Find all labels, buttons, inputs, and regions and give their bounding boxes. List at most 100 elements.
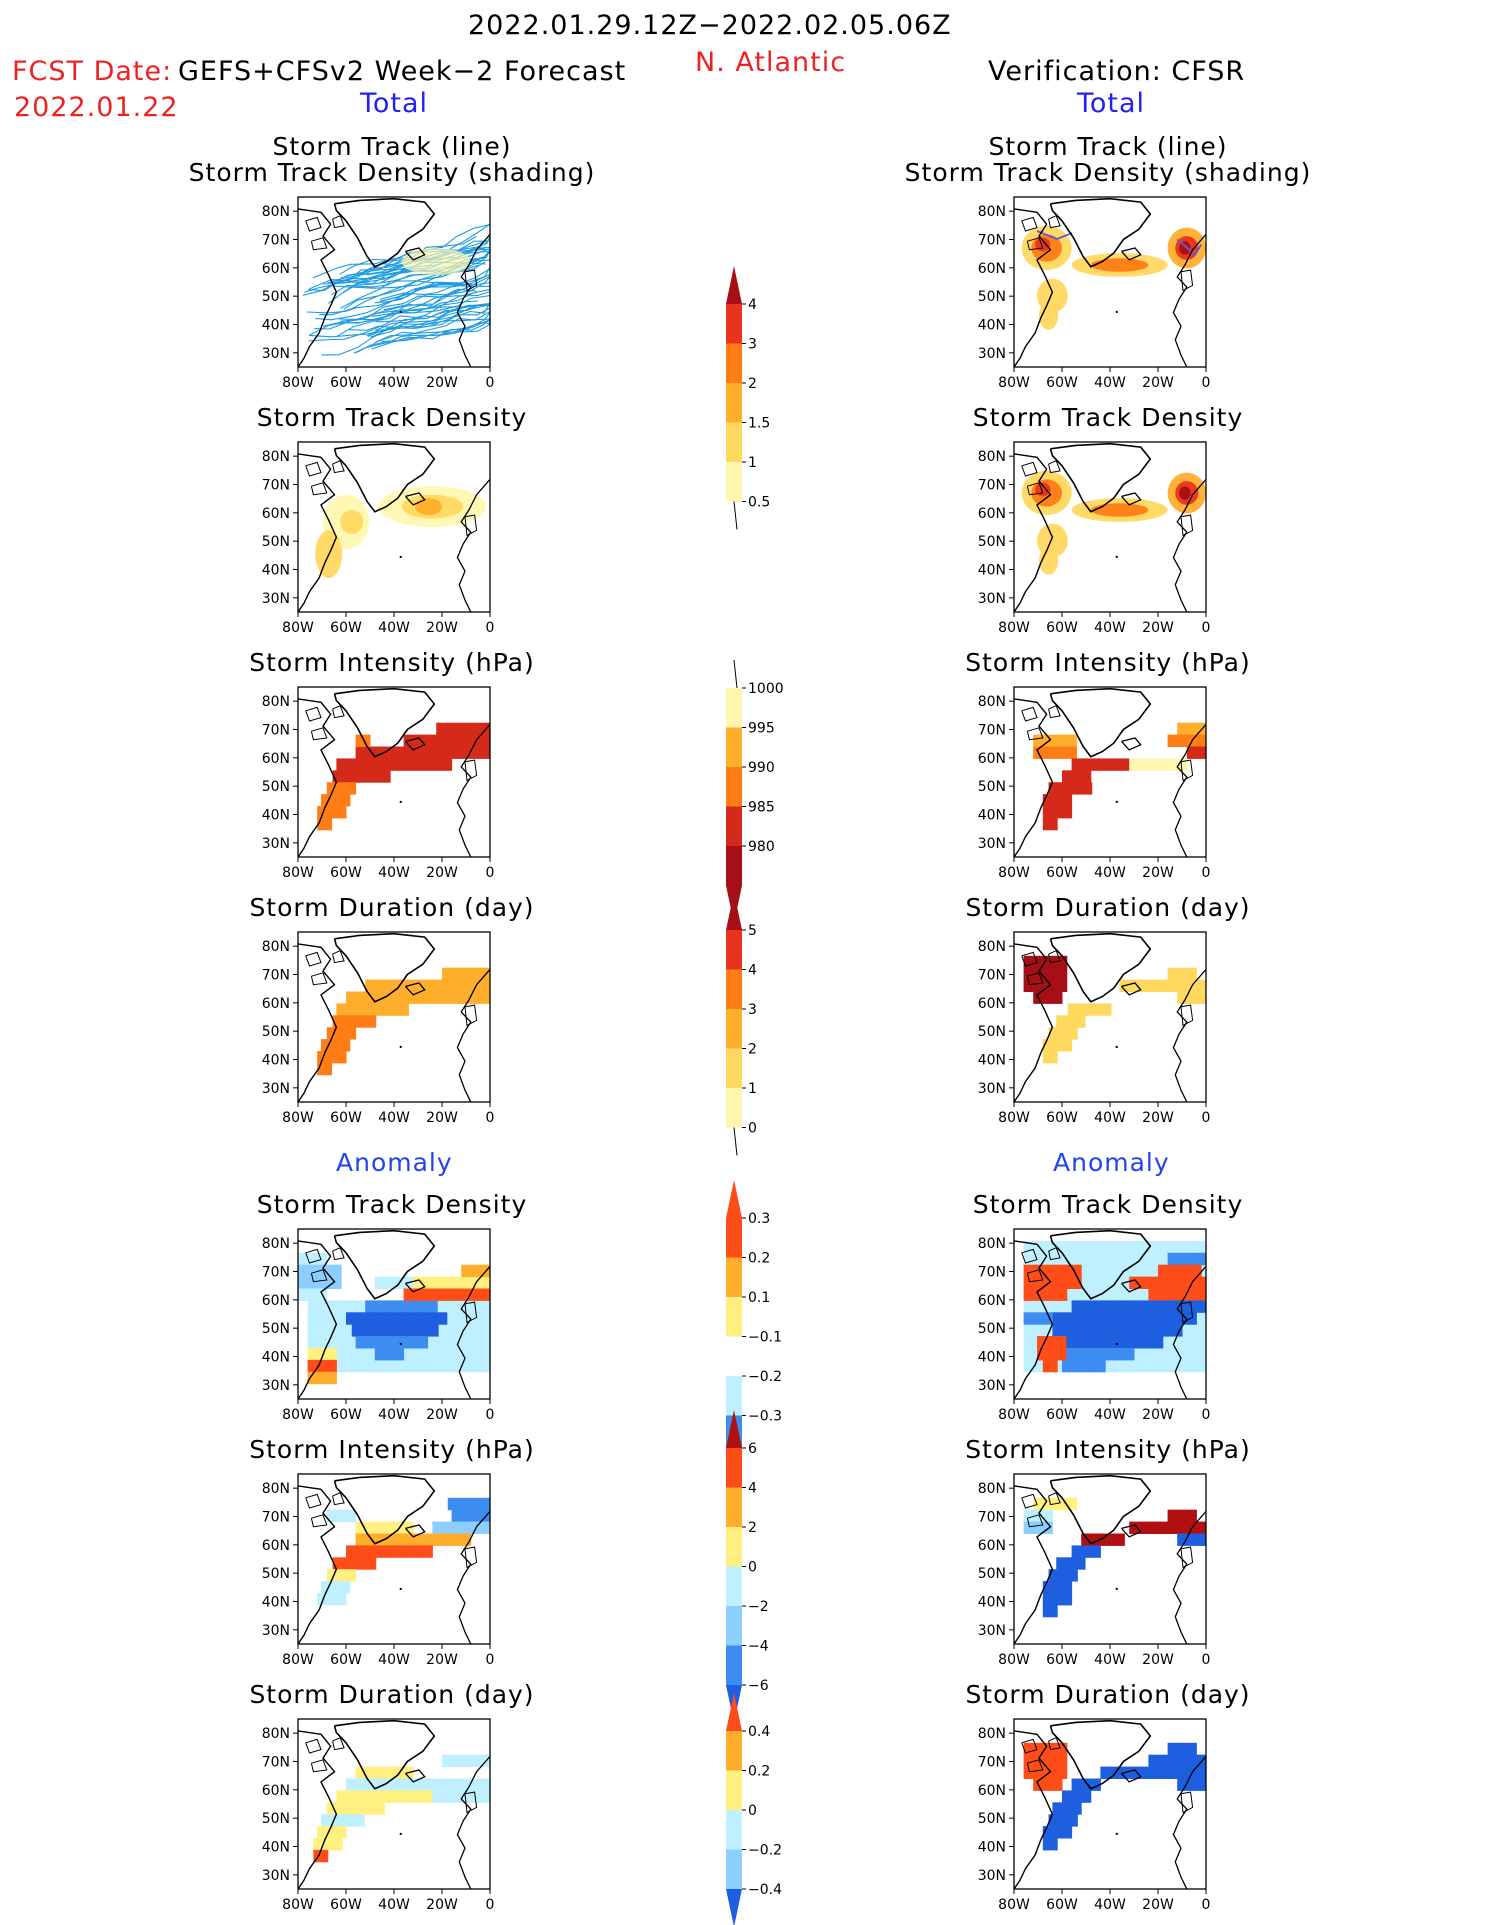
grid-cell <box>1191 1778 1206 1791</box>
colorbar-label: −0.2 <box>748 1369 782 1385</box>
grid-cell <box>1095 1324 1111 1337</box>
europe-coast <box>1172 478 1206 612</box>
arctic-island-coast <box>1048 1737 1061 1751</box>
north-america-coast <box>1014 943 1054 1102</box>
grid-cell <box>1066 1288 1082 1301</box>
title-anom-density-left: Storm Track Density <box>256 1190 528 1219</box>
north-america-coast <box>298 453 338 612</box>
grid-cell <box>1095 1288 1111 1301</box>
grid-cell <box>403 1545 419 1558</box>
grid-cell <box>365 1003 381 1016</box>
lat-tick-label: 40N <box>262 1840 290 1856</box>
grid-cell <box>1162 979 1178 992</box>
colorbar-segment <box>726 1849 742 1889</box>
grid-cell <box>456 967 472 981</box>
grid-cell <box>1186 1521 1202 1534</box>
grid-cell <box>1066 1240 1082 1254</box>
grid-cell <box>384 1521 400 1534</box>
grid-cell <box>332 1557 348 1570</box>
lon-tick-label: 40W <box>378 1407 410 1423</box>
arctic-island-coast <box>310 972 328 986</box>
storm-track-line <box>339 272 490 309</box>
lat-tick-label: 70N <box>262 723 290 739</box>
grid-cell <box>1095 1276 1111 1289</box>
lon-tick-label: 20W <box>1142 1110 1174 1126</box>
grid-cell <box>336 1359 352 1373</box>
lon-tick-label: 40W <box>378 1652 410 1668</box>
colorbar-label: 1 <box>748 1081 757 1097</box>
lat-tick-label: 70N <box>262 1755 290 1771</box>
title-track-line-left: Storm Track (line) <box>272 132 512 161</box>
grid-cell <box>1138 1359 1154 1373</box>
grid-cell <box>1167 734 1183 747</box>
grid-cell <box>341 1802 357 1815</box>
lat-tick-label: 80N <box>978 1726 1006 1742</box>
grid-cell <box>1182 967 1197 981</box>
grid-cell <box>451 1348 467 1361</box>
grid-cell <box>1158 1276 1173 1289</box>
grid-cell <box>346 1557 362 1570</box>
grid-cell <box>475 1790 490 1803</box>
title-intensity-right: Storm Intensity (hPa) <box>965 648 1251 677</box>
grid-cell <box>1177 1778 1193 1791</box>
grid-cell <box>466 1509 481 1523</box>
grid-cell <box>365 758 381 771</box>
grid-cell <box>335 1814 351 1827</box>
grid-cell <box>437 1348 453 1361</box>
lon-tick-label: 60W <box>1046 1407 1078 1423</box>
grid-cell <box>422 1359 438 1373</box>
lat-tick-label: 60N <box>262 506 290 522</box>
grid-cell <box>335 1581 351 1594</box>
grid-cell <box>451 1509 467 1523</box>
lon-tick-label: 60W <box>1046 865 1078 881</box>
grid-cell <box>1177 1533 1193 1546</box>
grid-cell <box>1201 1276 1206 1289</box>
grid-cell <box>1052 1754 1068 1768</box>
grid-cell <box>436 722 452 736</box>
grid-cell <box>1038 1521 1053 1534</box>
grid-cell <box>1023 979 1039 992</box>
lat-tick-label: 30N <box>978 836 1006 852</box>
grid-cell <box>466 1336 481 1349</box>
arctic-island-coast <box>305 1248 322 1264</box>
arctic-island-coast <box>305 706 322 722</box>
grid-cell <box>1023 1300 1039 1313</box>
grid-cell <box>350 758 366 771</box>
grid-cell <box>451 1359 467 1373</box>
grid-cell <box>462 1497 478 1511</box>
grid-cell <box>475 1288 490 1301</box>
arctic-island-coast <box>1048 705 1061 719</box>
colorbar-segment <box>726 1009 742 1049</box>
lon-tick-label: 80W <box>282 1652 314 1668</box>
lon-tick-label: 0 <box>1202 1652 1211 1668</box>
title-anom-intensity-right: Storm Intensity (hPa) <box>965 1435 1251 1464</box>
grid-cell <box>442 746 457 759</box>
grid-cell <box>1023 1336 1039 1349</box>
iceland-coast <box>405 1279 426 1293</box>
grid-cell <box>346 1545 361 1558</box>
storm-track-line <box>314 289 462 330</box>
arctic-island-coast <box>1026 482 1044 496</box>
grid-cell <box>1143 1276 1159 1289</box>
grid-cell <box>408 1300 424 1313</box>
storm-track-line <box>338 288 490 321</box>
grid-cell <box>437 979 453 992</box>
grid-cell <box>1081 1312 1097 1325</box>
grid-cell <box>432 1312 448 1325</box>
grid-cell <box>1033 734 1049 747</box>
colorbar-label: 2 <box>748 1042 757 1058</box>
grid-cell <box>1038 1240 1053 1254</box>
colorbar-arrow-up <box>726 892 742 930</box>
grid-cell <box>1086 1545 1101 1558</box>
grid-cell <box>1186 1276 1202 1289</box>
grid-cell <box>317 1062 333 1076</box>
grid-cell <box>336 1003 352 1016</box>
grid-cell <box>379 1359 395 1373</box>
grid-cell <box>1052 1766 1068 1779</box>
grid-cell <box>485 746 490 759</box>
grid-cell <box>485 1754 490 1768</box>
lon-tick-label: 60W <box>330 1652 362 1668</box>
grid-cell <box>466 1359 481 1373</box>
colorbar-label: 5 <box>748 923 757 939</box>
lon-tick-label: 60W <box>330 1407 362 1423</box>
